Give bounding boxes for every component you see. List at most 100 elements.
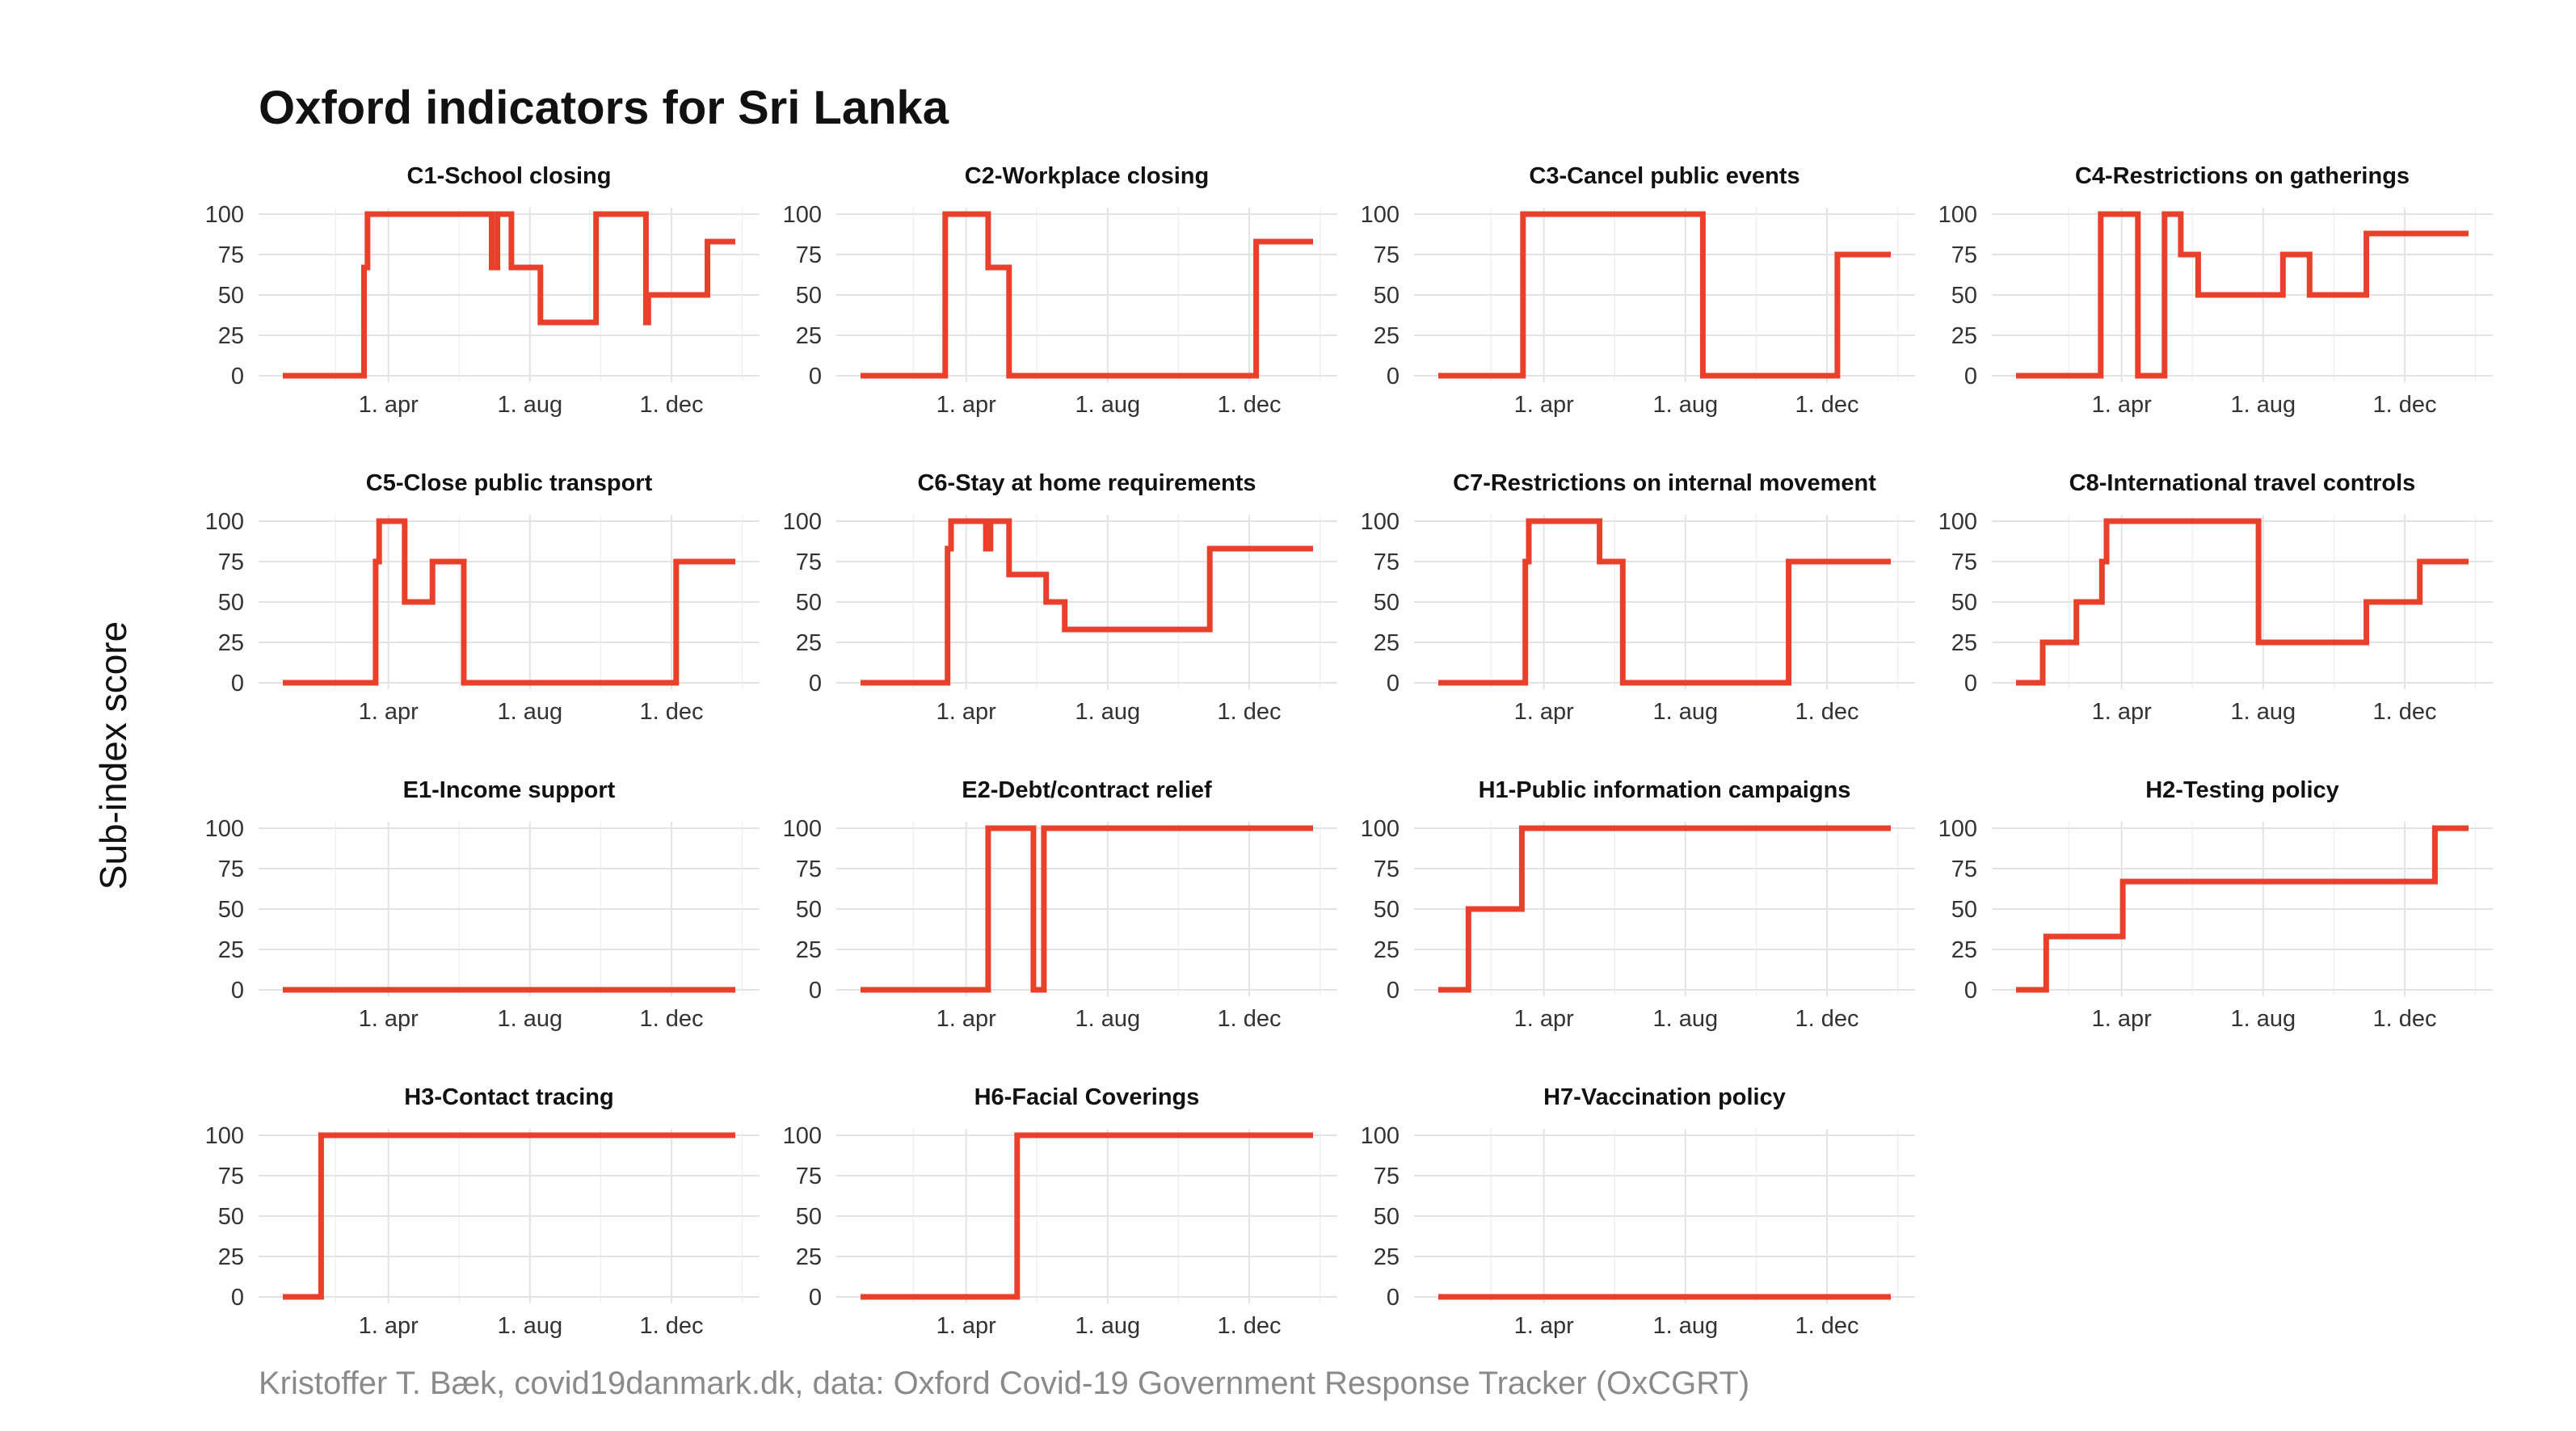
x-tick-label: 1. dec: [2373, 699, 2437, 725]
series-line: [283, 518, 735, 686]
x-tick-label: 1. dec: [640, 699, 704, 725]
y-tick-label: 0: [1964, 364, 1977, 389]
facet-title: H6-Facial Coverings: [974, 1084, 1200, 1110]
x-tick-label: 1. dec: [2373, 392, 2437, 418]
y-tick-label: 75: [1951, 242, 1977, 268]
x-tick-label: 1. aug: [1653, 1313, 1719, 1339]
y-tick-label: 50: [218, 897, 244, 923]
y-tick-label: 25: [218, 937, 244, 963]
y-tick-label: 0: [809, 978, 822, 1004]
facet-panel: 1. apr 1. aug 1. dec 0 25 50 75 100 C7-Restricti…: [1361, 470, 1915, 725]
x-tick-label: 1. dec: [1218, 392, 1282, 418]
series-line: [2016, 825, 2469, 993]
facet-panel: 1. apr 1. aug 1. dec 0 25 50 75 100 H2-Testing p…: [1938, 777, 2493, 1032]
x-tick-label: 1. apr: [359, 392, 419, 418]
facet-title: H1-Public information campaigns: [1479, 777, 1851, 803]
y-tick-label: 100: [205, 202, 244, 228]
y-tick-label: 0: [1964, 671, 1977, 697]
source-caption: Kristoffer T. Bæk, covid19danmark.dk, da…: [259, 1366, 1750, 1401]
facet-panel: 1. apr 1. aug 1. dec 0 25 50 75 100 C3-Cancel pu…: [1361, 163, 1915, 418]
y-tick-label: 100: [783, 509, 822, 535]
y-tick-label: 75: [1951, 549, 1977, 575]
facet-title: C5-Close public transport: [366, 470, 653, 496]
y-tick-label: 50: [218, 590, 244, 616]
y-tick-label: 50: [1374, 283, 1400, 309]
x-tick-label: 1. aug: [1653, 392, 1719, 418]
y-tick-label: 0: [1387, 671, 1400, 697]
facet-panel: 1. apr 1. aug 1. dec 0 25 50 75 100 H3-Contact t…: [205, 1084, 760, 1339]
facet-panel: 1. apr 1. aug 1. dec 0 25 50 75 100 C8-Internati…: [1938, 470, 2493, 725]
x-tick-label: 1. aug: [1075, 1313, 1141, 1339]
x-tick-label: 1. apr: [1514, 392, 1574, 418]
y-tick-label: 75: [1374, 856, 1400, 882]
facet-title: H2-Testing policy: [2145, 777, 2339, 803]
y-tick-label: 50: [1374, 590, 1400, 616]
y-tick-label: 25: [1374, 937, 1400, 963]
y-tick-label: 50: [218, 1204, 244, 1230]
x-tick-label: 1. dec: [1795, 1006, 1859, 1032]
facet-panel: 1. apr 1. aug 1. dec 0 25 50 75 100 C6-Stay at h…: [783, 470, 1337, 725]
y-tick-label: 100: [1361, 816, 1400, 842]
x-tick-label: 1. dec: [1795, 1313, 1859, 1339]
x-tick-label: 1. dec: [1218, 1313, 1282, 1339]
x-tick-label: 1. apr: [1514, 1313, 1574, 1339]
y-tick-label: 25: [796, 323, 822, 349]
x-tick-label: 1. aug: [498, 699, 563, 725]
facet-title: C2-Workplace closing: [965, 163, 1209, 189]
facet-title: C7-Restrictions on internal movement: [1453, 470, 1876, 496]
y-tick-label: 0: [1387, 1285, 1400, 1311]
y-tick-label: 50: [796, 590, 822, 616]
x-tick-label: 1. dec: [1218, 699, 1282, 725]
series-line: [861, 518, 1313, 686]
facet-title: E1-Income support: [403, 777, 616, 803]
x-tick-label: 1. apr: [1514, 699, 1574, 725]
y-tick-label: 25: [218, 1244, 244, 1270]
x-tick-label: 1. aug: [2231, 699, 2296, 725]
y-tick-label: 75: [218, 549, 244, 575]
series-line: [861, 211, 1313, 379]
y-tick-label: 0: [1387, 364, 1400, 389]
y-tick-label: 75: [1951, 856, 1977, 882]
facet-title: H3-Contact tracing: [404, 1084, 613, 1110]
x-tick-label: 1. apr: [937, 1313, 996, 1339]
y-tick-label: 0: [231, 1285, 244, 1311]
series-line: [861, 1132, 1313, 1300]
x-tick-label: 1. aug: [1075, 699, 1141, 725]
facet-panel: 1. apr 1. aug 1. dec 0 25 50 75 100 H6-Facial Co…: [783, 1084, 1337, 1339]
y-tick-label: 25: [1374, 1244, 1400, 1270]
y-tick-label: 100: [783, 202, 822, 228]
x-tick-label: 1. apr: [937, 1006, 996, 1032]
y-tick-label: 25: [796, 1244, 822, 1270]
y-tick-label: 75: [796, 856, 822, 882]
x-tick-label: 1. aug: [1653, 1006, 1719, 1032]
x-tick-label: 1. apr: [2092, 392, 2152, 418]
y-tick-label: 100: [1938, 202, 1977, 228]
x-tick-label: 1. dec: [640, 392, 704, 418]
y-tick-label: 100: [1361, 1123, 1400, 1149]
y-tick-label: 25: [1951, 937, 1977, 963]
y-tick-label: 50: [1951, 283, 1977, 309]
facet-title: C6-Stay at home requirements: [917, 470, 1256, 496]
x-tick-label: 1. apr: [937, 699, 996, 725]
facet-panel: 1. apr 1. aug 1. dec 0 25 50 75 100 C4-Restricti…: [1938, 163, 2493, 418]
y-tick-label: 75: [1374, 549, 1400, 575]
y-tick-label: 50: [1951, 590, 1977, 616]
y-tick-label: 50: [218, 283, 244, 309]
y-tick-label: 100: [783, 816, 822, 842]
y-tick-label: 25: [218, 630, 244, 656]
y-tick-label: 25: [218, 323, 244, 349]
x-tick-label: 1. aug: [1075, 392, 1141, 418]
y-tick-label: 75: [796, 549, 822, 575]
y-tick-label: 75: [1374, 242, 1400, 268]
x-tick-label: 1. apr: [359, 699, 419, 725]
series-line: [861, 825, 1313, 993]
chart-title: Oxford indicators for Sri Lanka: [259, 82, 949, 134]
y-tick-label: 75: [218, 856, 244, 882]
y-tick-label: 75: [796, 1164, 822, 1189]
facet-title: C8-International travel controls: [2069, 470, 2416, 496]
x-tick-label: 1. apr: [2092, 1006, 2152, 1032]
facet-panel: 1. apr 1. aug 1. dec 0 25 50 75 100 C1-School cl…: [205, 163, 760, 418]
facet-panel: 1. apr 1. aug 1. dec 0 25 50 75 100 E2-Debt/cont…: [783, 777, 1337, 1032]
y-tick-label: 0: [809, 1285, 822, 1311]
